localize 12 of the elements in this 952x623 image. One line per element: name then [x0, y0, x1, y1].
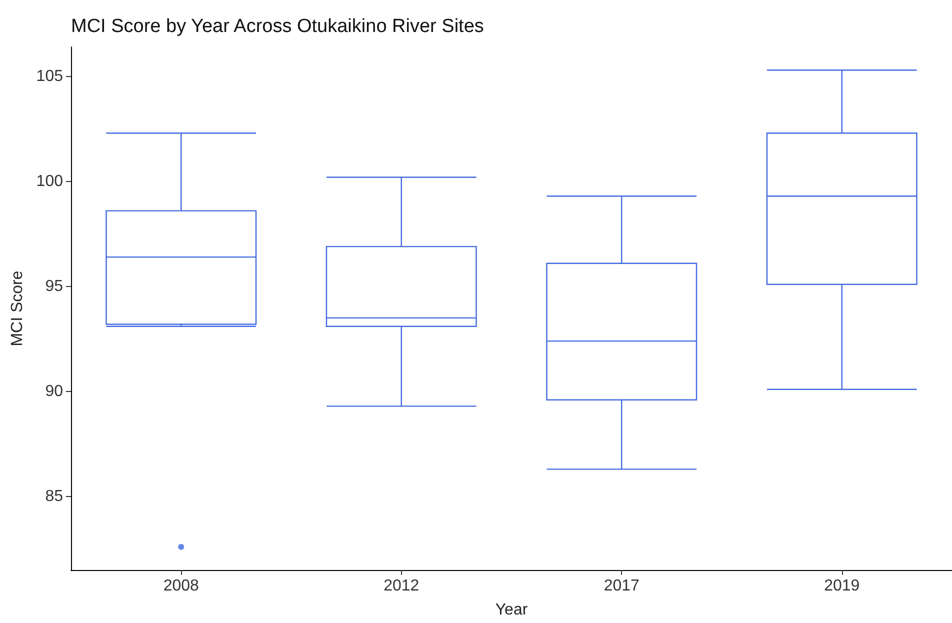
- y-tick-label: 90: [45, 382, 64, 400]
- y-tick-label: 105: [36, 68, 64, 85]
- y-tick-label: 95: [45, 278, 64, 295]
- x-tick-label: 2008: [163, 578, 200, 594]
- y-tick-label: 85: [45, 488, 64, 505]
- y-tick-label: 100: [36, 172, 64, 190]
- x-axis-title: Year: [495, 602, 528, 618]
- x-tick-label: 2017: [604, 578, 640, 594]
- chart-title: MCI Score by Year Across Otukaikino River Sites: [71, 16, 484, 37]
- x-tick-label: 2019: [824, 578, 860, 594]
- y-axis-title: MCI Score: [8, 270, 26, 346]
- x-tick-label: 2012: [384, 578, 420, 594]
